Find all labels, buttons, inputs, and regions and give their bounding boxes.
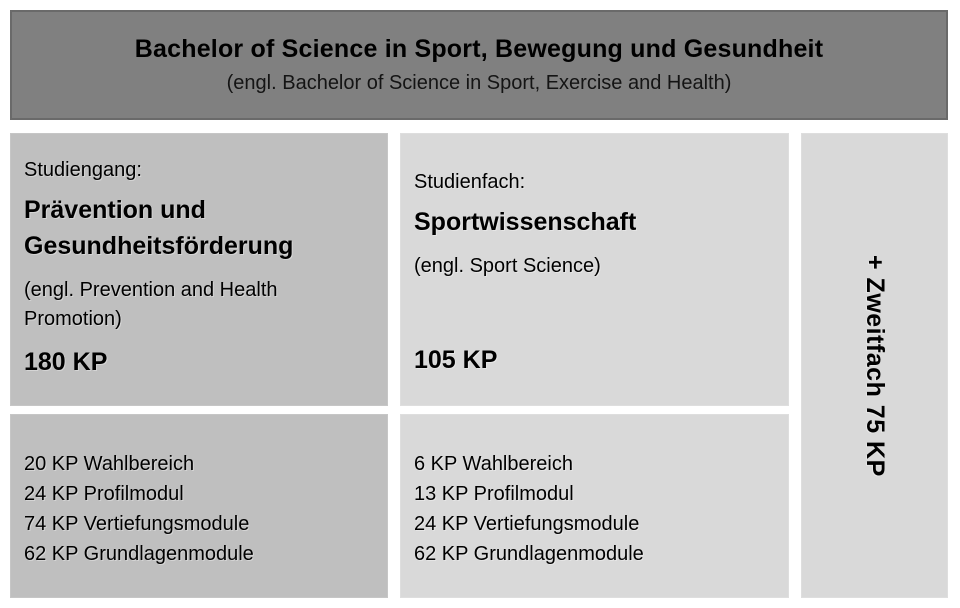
program-title-english: (engl. Bachelor of Science in Sport, Exe… [226, 72, 732, 94]
studienfach-info-box: Studienfach: Sportwissenschaft (engl. Sp… [400, 133, 789, 406]
studiengang-column: Studiengang: Prävention und Gesundheitsf… [10, 133, 388, 598]
studienfach-credits: 105 KP [414, 346, 498, 374]
zweitfach-box: + Zweitfach 75 KP [801, 133, 948, 598]
studienfach-name-english: (engl. Sport Science) [414, 255, 601, 277]
diagram-content: Studiengang: Prävention und Gesundheitsf… [10, 133, 950, 598]
zweitfach-label: + Zweitfach 75 KP [861, 254, 889, 477]
zweitfach-column: + Zweitfach 75 KP [801, 133, 948, 598]
studienfach-name: Sportwissenschaft [414, 208, 637, 236]
program-title: Bachelor of Science in Sport, Bewegung u… [134, 35, 824, 63]
studiengang-name-english: (engl. Prevention and Health Promotion) [24, 279, 278, 330]
studienfach-column: Studienfach: Sportwissenschaft (engl. Sp… [400, 133, 789, 598]
studiengang-name: Prävention und Gesundheitsförderung [24, 196, 294, 260]
studienfach-modules-box: 6 KP Wahlbereich 13 KP Profilmodul 24 KP… [400, 414, 789, 598]
program-title-banner: Bachelor of Science in Sport, Bewegung u… [10, 10, 948, 120]
studiengang-module-profilmodul: 24 KP Profilmodul [24, 483, 184, 505]
studienfach-module-profilmodul: 13 KP Profilmodul [414, 483, 574, 505]
studiengang-module-vertiefungsmodule: 74 KP Vertiefungsmodule [24, 513, 250, 535]
studiengang-module-wahlbereich: 20 KP Wahlbereich [24, 453, 195, 475]
studiengang-module-grundlagenmodule: 62 KP Grundlagenmodule [24, 543, 254, 565]
studiengang-modules-box: 20 KP Wahlbereich 24 KP Profilmodul 74 K… [10, 414, 388, 598]
studienfach-module-wahlbereich: 6 KP Wahlbereich [414, 453, 573, 475]
studiengang-credits: 180 KP [24, 348, 108, 376]
studiengang-label: Studiengang: [24, 159, 142, 181]
studienfach-label: Studienfach: [414, 171, 526, 193]
studienfach-module-vertiefungsmodule: 24 KP Vertiefungsmodule [414, 513, 640, 535]
studiengang-info-box: Studiengang: Prävention und Gesundheitsf… [10, 133, 388, 406]
studienfach-module-grundlagenmodule: 62 KP Grundlagenmodule [414, 543, 644, 565]
